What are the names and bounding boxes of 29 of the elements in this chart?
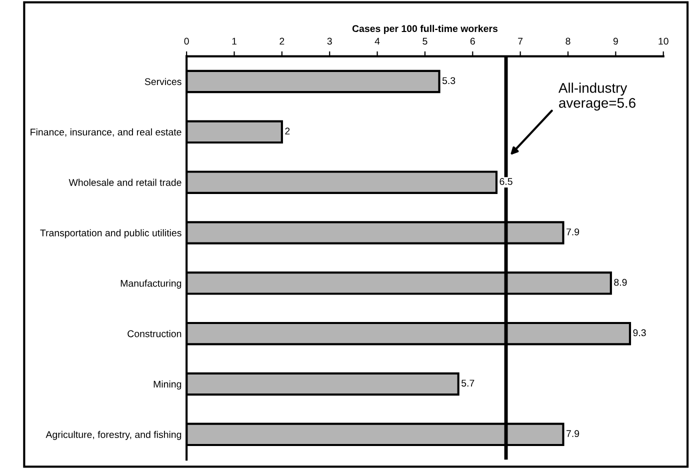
x-tick-label: 5: [422, 38, 428, 45]
x-tick-label: 1: [232, 38, 236, 45]
y-tick-label: Wholesale and retail trade: [68, 178, 182, 186]
y-tick-label: Mining: [154, 380, 182, 390]
data-label: 5.3: [442, 77, 456, 84]
x-tick-label: 8: [566, 38, 570, 45]
data-label: 8.9: [614, 278, 627, 286]
x-axis-title: Cases per 100 full-time workers: [352, 24, 498, 34]
data-label: 7.9: [566, 228, 580, 236]
y-tick-label: Finance, insurance, and real estate: [30, 128, 182, 137]
data-label: 7.9: [566, 430, 580, 438]
y-tick-label: Agriculture, forestry, and fishing: [46, 430, 182, 440]
data-label: 6.5: [500, 178, 512, 185]
x-tick-label: 7: [518, 38, 523, 45]
data-label: 2: [285, 128, 290, 134]
x-tick-label: 4: [374, 38, 380, 45]
x-tick-label: 6: [470, 38, 475, 45]
x-tick-label: 9: [613, 38, 618, 45]
x-tick-label: 0: [184, 38, 189, 45]
y-tick-label: Transportation and public utilities: [40, 229, 182, 238]
annotation: All-industry average=5.6: [558, 82, 636, 111]
data-label: 5.7: [462, 380, 474, 387]
x-tick-label: 10: [658, 38, 668, 45]
y-tick-label: Construction: [128, 330, 182, 338]
y-tick-label: Services: [144, 78, 182, 86]
x-tick-label: 3: [327, 38, 332, 45]
x-tick-label: 2: [280, 38, 284, 45]
data-label: 9.3: [633, 329, 646, 336]
y-tick-label: Manufacturing: [120, 280, 182, 289]
